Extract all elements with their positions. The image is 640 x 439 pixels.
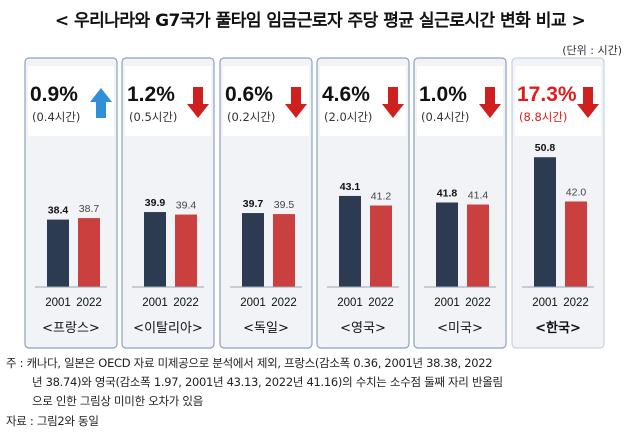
panel-3-arrow-down-icon [285,87,307,118]
panel-3-value-label-2001: 39.7 [243,198,264,210]
panel-3-country-label: <독일> [243,321,289,336]
unit-label: (단위 : 시간) [562,44,622,57]
chart-title: < 우리나라와 G7국가 풀타임 임금근로자 주당 평균 실근로시간 변화 비교… [54,11,586,31]
panel-4-bar-2022 [370,205,392,287]
chart: 0.9% (0.4시간) 38.4 2001 38.7 2022 <프랑스> 1.2% (0.5… [24,57,605,349]
panel-5-bar-2001 [436,202,458,287]
panel-2-arrow-down-icon [187,87,209,118]
panel-2-change-pct: 1.2% [127,83,175,106]
panel-6-change-hours: (8.8시간) [519,110,567,124]
panel-2-xtick-2001: 2001 [142,297,168,309]
source-note: 자료 : 그림2와 동일 [6,414,99,428]
panel-4-change-pct: 4.6% [322,83,370,106]
panel-3-xtick-2001: 2001 [240,297,266,309]
footnote-line-1: 주 : 캐나다, 일본은 OECD 자료 미제공으로 분석에서 제외, 프랑스(… [6,356,493,370]
panel-2-country-label: <이탈리아> [133,321,203,336]
panel-2-change-hours: (0.5시간) [129,110,177,124]
panel-5-xtick-2022: 2022 [465,297,491,309]
panel-1-bar-2001 [47,219,69,287]
panel-2-value-label-2001: 39.9 [145,197,166,209]
panel-1-xtick-2001: 2001 [45,297,71,309]
panel-5-xtick-2001: 2001 [434,297,460,309]
panel-1-change-pct: 0.9% [30,83,78,106]
panel-1-arrow-up-icon [90,88,112,118]
panel-6-arrow-down-icon [577,87,599,118]
panel-2-value-label-2022: 39.4 [176,200,197,212]
panel-4-value-label-2001: 43.1 [340,181,361,193]
panel-5-arrow-down-icon [479,87,501,118]
panel-5-country-label: <미국> [437,321,483,336]
panel-3-xtick-2022: 2022 [271,297,297,309]
panel-6-xtick-2001: 2001 [532,297,558,309]
panel-1-value-label-2022: 38.7 [79,203,100,215]
footnote-line-3: 으로 인한 그림상 미미한 오차가 있음 [32,394,203,408]
panel-1-bar-2022 [78,218,100,287]
panel-5-bar-2022 [467,204,489,287]
panel-6-bar-2022 [565,201,587,287]
panel-3-bar-2001 [242,213,264,287]
panel-2-bar-2022 [175,214,197,287]
panel-6-change-pct: 17.3% [517,83,577,106]
panel-4-country-label: <영국> [340,321,386,336]
panel-4-value-label-2022: 41.2 [371,191,392,203]
panel-6-value-label-2001: 50.8 [535,142,556,154]
panel-3-value-label-2022: 39.5 [274,199,295,211]
panel-1-change-hours: (0.4시간) [32,110,80,124]
panel-2-bar-2001 [144,212,166,287]
panel-5-change-pct: 1.0% [419,83,467,106]
panel-4-xtick-2001: 2001 [337,297,363,309]
panel-1-xtick-2022: 2022 [76,297,102,309]
panel-6-xtick-2022: 2022 [563,297,589,309]
panel-5-value-label-2022: 41.4 [468,190,489,202]
footnote-line-2: 년 38.74)와 영국(감소폭 1.97, 2001년 43.13, 2022… [32,375,503,389]
panel-5-change-hours: (0.4시간) [421,110,469,124]
panel-2-xtick-2022: 2022 [173,297,199,309]
panel-6-bar-2001 [534,157,556,287]
panel-6-value-label-2022: 42.0 [566,186,587,198]
panel-5-value-label-2001: 41.8 [437,187,458,199]
panel-3-change-pct: 0.6% [225,83,273,106]
panel-4-xtick-2022: 2022 [368,297,394,309]
panel-3-change-hours: (0.2시간) [227,110,275,124]
panel-3-bar-2022 [273,214,295,287]
panel-1-country-label: <프랑스> [42,321,100,336]
panel-4-bar-2001 [339,195,361,287]
panel-4-arrow-down-icon [382,87,404,118]
footnote: 주 : 캐나다, 일본은 OECD 자료 미제공으로 분석에서 제외, 프랑스(… [6,354,624,411]
panel-1-value-label-2001: 38.4 [48,205,69,217]
panel-6-country-label: <한국> [535,320,581,336]
panel-4-change-hours: (2.0시간) [324,110,372,124]
